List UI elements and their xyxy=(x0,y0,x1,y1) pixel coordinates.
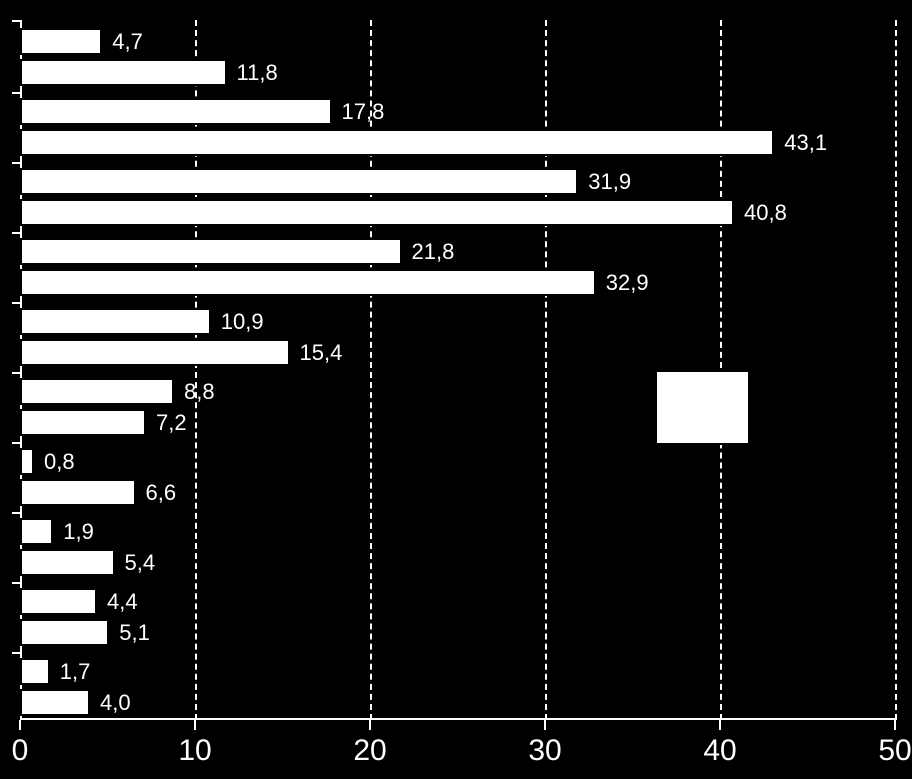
bar xyxy=(20,658,50,685)
bar xyxy=(20,409,146,436)
x-tick-label: 30 xyxy=(528,734,561,768)
gridline xyxy=(545,20,547,720)
x-tick-label: 10 xyxy=(178,734,211,768)
bar-value-label: 8,8 xyxy=(184,379,215,405)
bar-value-label: 10,9 xyxy=(221,309,264,335)
bar-value-label: 17,8 xyxy=(342,99,385,125)
bar xyxy=(20,518,53,545)
bar xyxy=(20,339,290,366)
gridline xyxy=(195,20,197,720)
x-tick xyxy=(544,720,546,730)
x-tick xyxy=(19,720,21,730)
y-tick xyxy=(12,372,20,374)
bar-value-label: 5,4 xyxy=(125,550,156,576)
bar xyxy=(20,448,34,475)
y-tick xyxy=(12,512,20,514)
bar xyxy=(20,168,578,195)
bar xyxy=(20,98,332,125)
bar xyxy=(20,689,90,716)
bar xyxy=(20,199,734,226)
bar-value-label: 21,8 xyxy=(412,239,455,265)
bar xyxy=(20,129,774,156)
bar xyxy=(20,308,211,335)
bar-value-label: 32,9 xyxy=(606,270,649,296)
bar-value-label: 11,8 xyxy=(237,60,278,86)
bar-value-label: 4,7 xyxy=(112,29,143,55)
y-tick xyxy=(12,92,20,94)
bar xyxy=(20,28,102,55)
gridline xyxy=(895,20,897,720)
bar-value-label: 4,0 xyxy=(100,690,131,716)
plot-area: 010203040504,711,817,843,131,940,821,832… xyxy=(20,20,895,720)
bar-chart: 0 10 20 30 40 50 4,7 11,8 17,8 43,1 31,9 40,8 21,8 32… xyxy=(0,0,912,779)
bar-value-label: 1,7 xyxy=(60,659,91,685)
bar xyxy=(20,269,596,296)
bar-value-label: 15,4 xyxy=(300,340,343,366)
bar-value-label: 31,9 xyxy=(588,169,631,195)
x-tick xyxy=(894,720,896,730)
x-axis xyxy=(20,718,895,720)
y-tick xyxy=(12,442,20,444)
legend-box xyxy=(655,370,750,445)
bar-value-label: 7,2 xyxy=(156,410,187,436)
x-tick xyxy=(369,720,371,730)
bar xyxy=(20,549,115,576)
x-tick-label: 50 xyxy=(878,734,911,768)
bar-value-label: 0,8 xyxy=(44,449,75,475)
bar xyxy=(20,619,109,646)
bar-value-label: 40,8 xyxy=(744,200,787,226)
bar-value-label: 5,1 xyxy=(119,620,150,646)
bar xyxy=(20,238,402,265)
x-tick-label: 0 xyxy=(12,734,29,768)
bar xyxy=(20,378,174,405)
bar-value-label: 6,6 xyxy=(146,480,177,506)
bar xyxy=(20,59,227,86)
y-axis xyxy=(20,20,22,720)
x-tick xyxy=(719,720,721,730)
bar-value-label: 43,1 xyxy=(784,130,827,156)
y-tick xyxy=(12,162,20,164)
y-tick xyxy=(12,20,20,22)
bar-value-label: 1,9 xyxy=(63,519,94,545)
x-tick-label: 20 xyxy=(353,734,386,768)
y-tick xyxy=(12,652,20,654)
bar xyxy=(20,479,136,506)
x-tick xyxy=(194,720,196,730)
bar-value-label: 4,4 xyxy=(107,589,138,615)
y-tick xyxy=(12,582,20,584)
x-tick-label: 40 xyxy=(703,734,736,768)
y-tick xyxy=(12,302,20,304)
bar xyxy=(20,588,97,615)
y-tick xyxy=(12,232,20,234)
gridline xyxy=(370,20,372,720)
